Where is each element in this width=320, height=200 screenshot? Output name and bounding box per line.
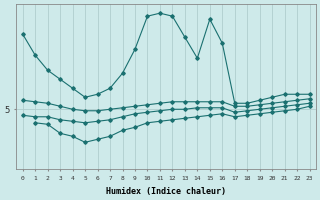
X-axis label: Humidex (Indice chaleur): Humidex (Indice chaleur) [106, 187, 226, 196]
